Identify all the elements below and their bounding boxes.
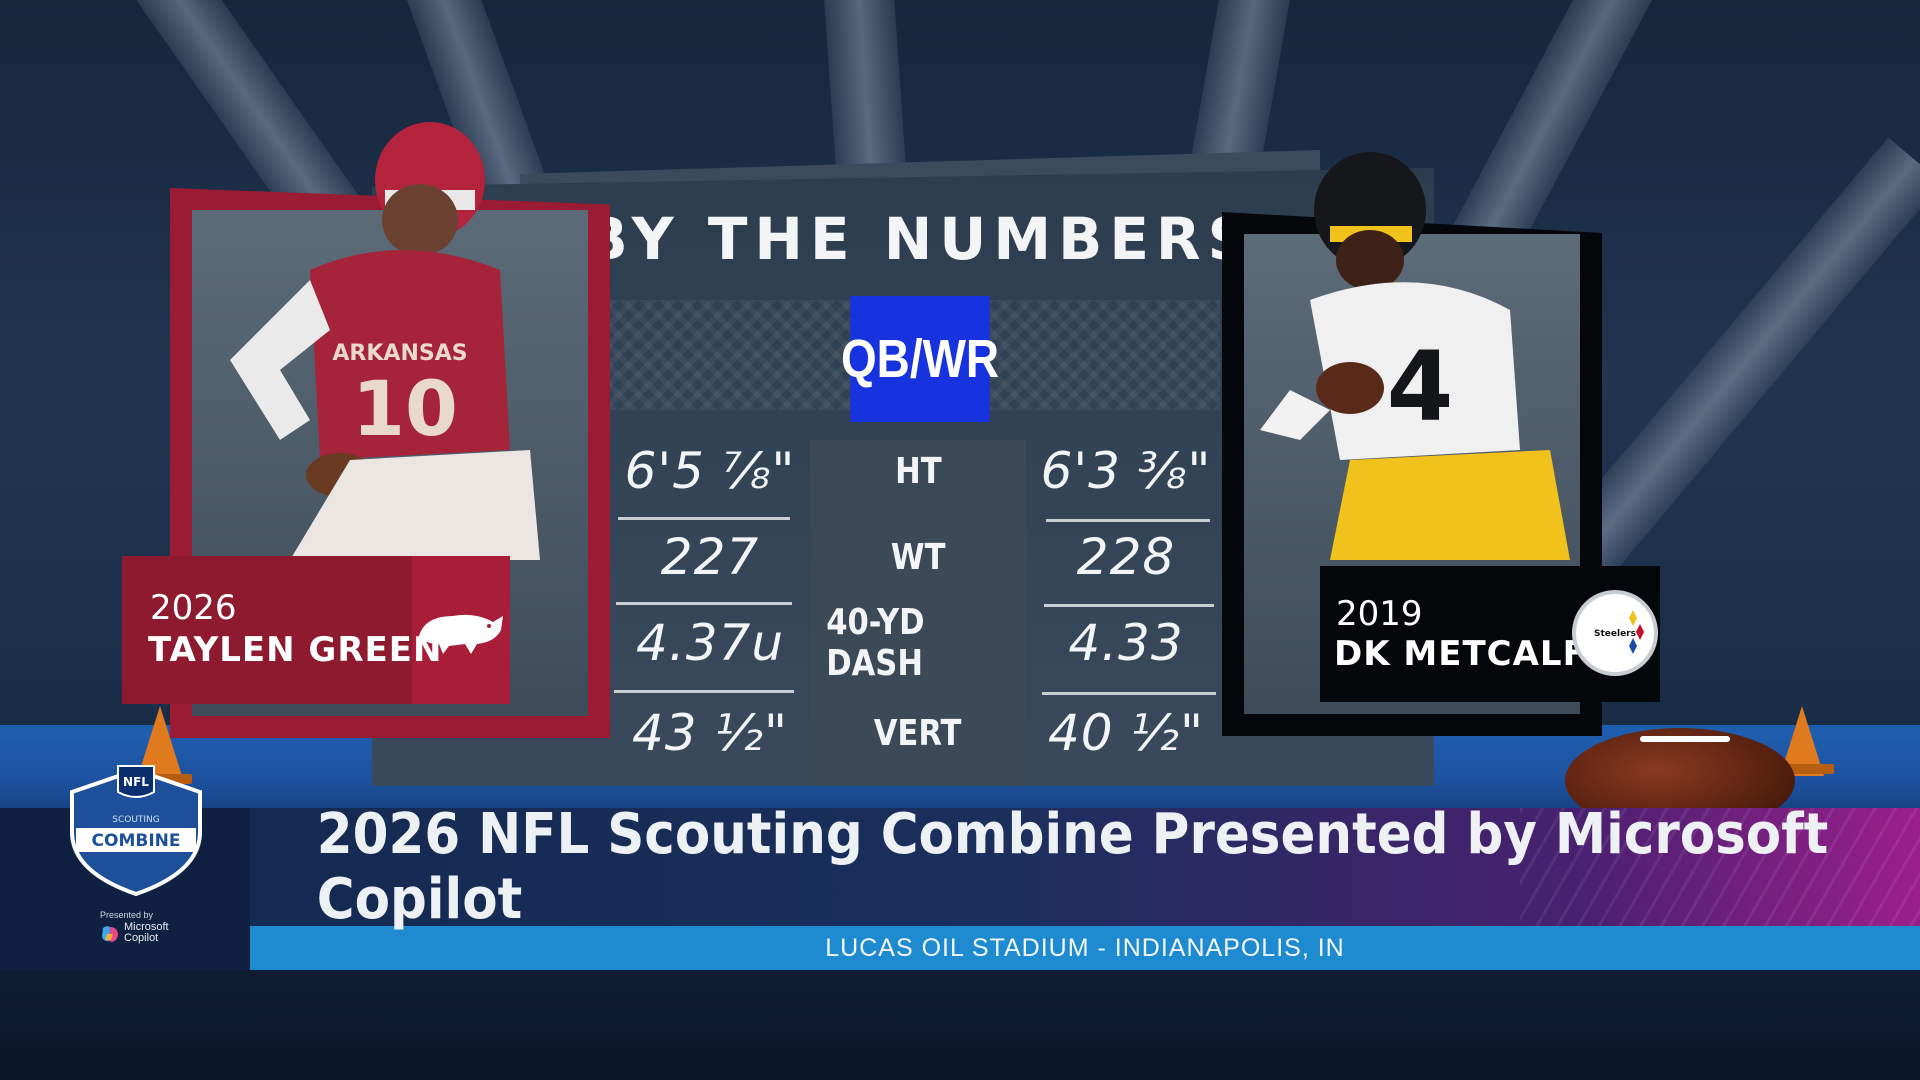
stat-label-ht: HT bbox=[894, 450, 942, 492]
jersey-number: 10 bbox=[352, 364, 458, 453]
position-badge: QB/WR bbox=[841, 296, 999, 422]
sponsor-name: Microsoft Copilot bbox=[124, 922, 169, 944]
lower-third-main bbox=[250, 808, 1920, 926]
stat-left-wt: 227 bbox=[660, 528, 760, 586]
jersey-number: 4 bbox=[1387, 331, 1454, 443]
presented-by-text: Presented by bbox=[100, 910, 154, 920]
left-player-name: TAYLEN GREEN bbox=[148, 630, 443, 670]
stat-left-40: 4.37u bbox=[635, 614, 785, 672]
right-player-name: DK METCALF bbox=[1334, 634, 1587, 674]
sponsor-line-2: Copilot bbox=[124, 932, 159, 944]
nfl-combine-logo-icon: NFL SCOUTING COMBINE bbox=[70, 765, 202, 897]
sponsor-line-1: Microsoft bbox=[124, 921, 169, 933]
nfl-shield-text: NFL bbox=[123, 775, 149, 789]
lower-third-sub bbox=[250, 926, 1920, 970]
arkansas-razorback-icon bbox=[419, 614, 503, 654]
stat-label-40: 40-YD DASH bbox=[826, 602, 925, 684]
copilot-icon bbox=[102, 926, 118, 942]
bottom-band bbox=[0, 970, 1920, 1080]
stat-divider bbox=[614, 690, 794, 693]
left-player-year: 2026 bbox=[150, 588, 237, 628]
stat-divider bbox=[618, 517, 790, 520]
jersey-text: ARKANSAS bbox=[332, 341, 467, 366]
stat-left-vert: 43 ½" bbox=[632, 704, 788, 762]
right-player-image: 4 bbox=[1260, 152, 1570, 560]
lower-third-location: LUCAS OIL STADIUM - INDIANAPOLIS, IN bbox=[825, 933, 1345, 962]
lower-third-stripes bbox=[1520, 808, 1920, 926]
cone-base bbox=[1770, 764, 1834, 774]
stat-divider bbox=[1044, 604, 1214, 607]
stat-right-vert: 40 ½" bbox=[1048, 704, 1204, 762]
steelers-logo-icon: Steelers bbox=[1572, 590, 1658, 676]
scouting-text: SCOUTING bbox=[112, 815, 160, 825]
left-player-image: ARKANSAS 10 bbox=[230, 122, 540, 560]
stat-label-wt: WT bbox=[890, 536, 946, 578]
stat-right-wt: 228 bbox=[1076, 528, 1176, 586]
stat-divider bbox=[1046, 519, 1210, 522]
left-team-logo-box bbox=[412, 556, 510, 704]
stat-label-column bbox=[810, 440, 1026, 785]
graphic-title: BY THE NUMBERS bbox=[583, 205, 1257, 273]
stat-right-ht: 6'3 ⅜" bbox=[1040, 442, 1212, 500]
football-lace bbox=[1640, 736, 1730, 742]
steelers-logo-text: Steelers bbox=[1594, 629, 1636, 639]
stat-label-vert: VERT bbox=[874, 712, 962, 754]
stat-divider bbox=[616, 602, 792, 605]
right-player-year: 2019 bbox=[1336, 594, 1423, 634]
stat-divider bbox=[1042, 692, 1216, 695]
lower-third-headline: 2026 NFL Scouting Combine Presented by M… bbox=[316, 802, 1829, 932]
combine-text: COMBINE bbox=[92, 831, 181, 851]
stat-right-40: 4.33 bbox=[1068, 614, 1184, 672]
stat-left-ht: 6'5 ⅞" bbox=[624, 442, 796, 500]
